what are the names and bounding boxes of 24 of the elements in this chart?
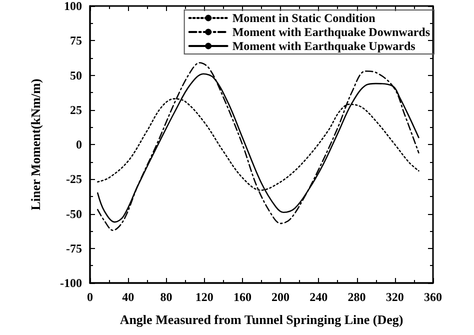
y-tick-label: -25 — [66, 172, 82, 186]
x-tick-label: 240 — [310, 290, 328, 304]
legend-label: Moment with Earthquake Upwards — [232, 39, 416, 53]
x-tick-label: 120 — [195, 290, 214, 304]
y-axis-title: Liner Moment(kNm/m) — [28, 78, 43, 210]
y-tick-label: 0 — [76, 138, 82, 152]
x-axis-title: Angle Measured from Tunnel Springing Line (Deg) — [120, 312, 404, 327]
legend-label: Moment with Earthquake Downwards — [232, 25, 430, 39]
legend-label: Moment in Static Condition — [232, 11, 376, 25]
x-tick-label: 320 — [386, 290, 404, 304]
y-tick-label: 75 — [70, 34, 82, 48]
y-tick-label: 25 — [70, 102, 82, 117]
y-tick-label: 100 — [64, 0, 82, 13]
x-tick-label: 40 — [122, 290, 134, 304]
x-tick-label: 160 — [233, 290, 252, 304]
y-tick-label: -100 — [60, 276, 82, 290]
y-tick-label: -75 — [66, 241, 82, 256]
x-tick-label: 80 — [160, 290, 172, 304]
x-tick-label: 280 — [348, 290, 366, 304]
x-tick-label: 0 — [87, 290, 93, 304]
y-tick-label: -50 — [66, 206, 82, 221]
x-tick-label: 200 — [272, 290, 290, 304]
x-tick-label: 360 — [424, 290, 442, 304]
y-tick-label: 50 — [70, 68, 82, 82]
